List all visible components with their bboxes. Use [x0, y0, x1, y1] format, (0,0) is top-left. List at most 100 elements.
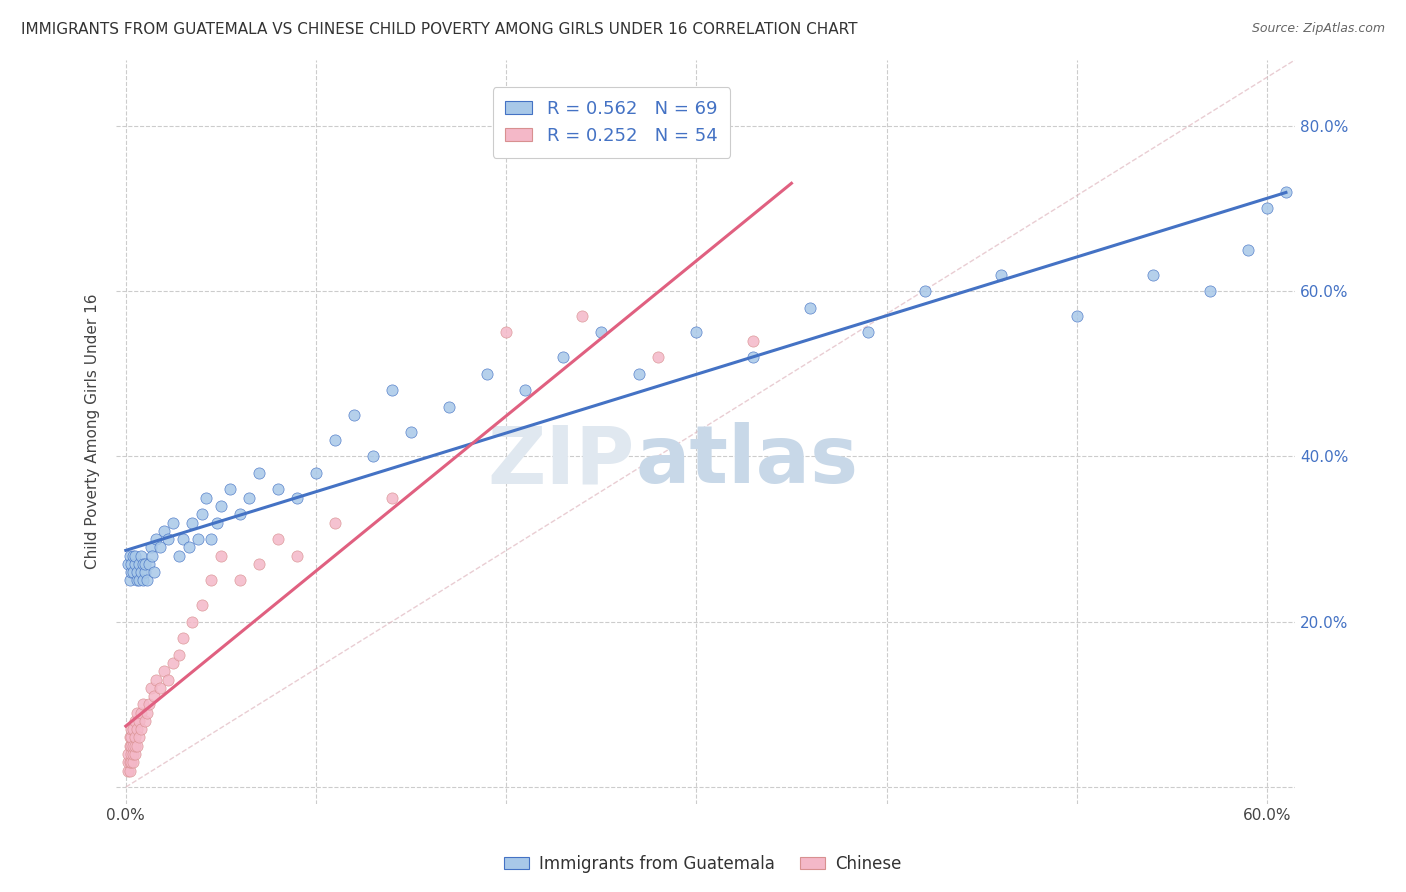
- Point: [172, 532, 194, 546]
- Point: [475, 367, 498, 381]
- Point: [685, 326, 707, 340]
- Point: [1275, 185, 1298, 199]
- Point: [134, 557, 156, 571]
- Point: [515, 384, 537, 398]
- Y-axis label: Child Poverty Among Girls Under 16: Child Poverty Among Girls Under 16: [86, 293, 100, 569]
- Point: [742, 350, 765, 364]
- Point: [117, 747, 139, 761]
- Point: [591, 326, 613, 340]
- Point: [128, 731, 150, 745]
- Point: [121, 557, 143, 571]
- Point: [191, 508, 214, 522]
- Point: [141, 549, 163, 563]
- Point: [1066, 309, 1088, 323]
- Point: [194, 491, 217, 505]
- Point: [128, 714, 150, 728]
- Point: [856, 326, 879, 340]
- Point: [191, 598, 214, 612]
- Point: [381, 384, 404, 398]
- Point: [118, 549, 141, 563]
- Point: [143, 689, 166, 703]
- Point: [139, 541, 162, 555]
- Point: [129, 549, 152, 563]
- Point: [153, 665, 176, 679]
- Point: [647, 350, 669, 364]
- Point: [200, 574, 222, 588]
- Point: [149, 681, 172, 695]
- Point: [138, 557, 160, 571]
- Point: [124, 731, 146, 745]
- Point: [129, 565, 152, 579]
- Point: [914, 284, 936, 298]
- Point: [132, 557, 155, 571]
- Point: [361, 450, 384, 464]
- Point: [437, 400, 460, 414]
- Point: [205, 516, 228, 530]
- Point: [122, 565, 145, 579]
- Point: [122, 739, 145, 753]
- Point: [124, 549, 146, 563]
- Point: [571, 309, 593, 323]
- Point: [118, 756, 141, 770]
- Point: [135, 574, 157, 588]
- Point: [127, 723, 149, 737]
- Point: [990, 268, 1012, 282]
- Point: [209, 499, 232, 513]
- Point: [153, 524, 176, 538]
- Point: [343, 408, 366, 422]
- Point: [238, 491, 260, 505]
- Point: [118, 731, 141, 745]
- Point: [145, 532, 167, 546]
- Point: [121, 565, 143, 579]
- Point: [118, 739, 141, 753]
- Point: [122, 723, 145, 737]
- Point: [128, 574, 150, 588]
- Point: [267, 483, 290, 497]
- Point: [128, 557, 150, 571]
- Point: [135, 706, 157, 720]
- Point: [181, 615, 204, 629]
- Point: [323, 516, 346, 530]
- Point: [118, 764, 141, 778]
- Point: [305, 466, 328, 480]
- Point: [124, 747, 146, 761]
- Point: [229, 574, 252, 588]
- Point: [129, 723, 152, 737]
- Point: [127, 706, 149, 720]
- Point: [172, 632, 194, 646]
- Point: [200, 532, 222, 546]
- Point: [219, 483, 242, 497]
- Point: [181, 516, 204, 530]
- Point: [124, 739, 146, 753]
- Point: [167, 648, 190, 662]
- Legend: R = 0.562   N = 69, R = 0.252   N = 54: R = 0.562 N = 69, R = 0.252 N = 54: [492, 87, 730, 158]
- Point: [117, 557, 139, 571]
- Point: [121, 739, 143, 753]
- Point: [127, 574, 149, 588]
- Point: [124, 557, 146, 571]
- Point: [129, 706, 152, 720]
- Point: [1237, 243, 1260, 257]
- Point: [742, 334, 765, 348]
- Point: [127, 739, 149, 753]
- Point: [117, 764, 139, 778]
- Point: [323, 433, 346, 447]
- Point: [285, 491, 308, 505]
- Point: [1142, 268, 1164, 282]
- Point: [138, 698, 160, 712]
- Text: ZIP: ZIP: [488, 423, 636, 500]
- Point: [381, 491, 404, 505]
- Point: [121, 723, 143, 737]
- Point: [247, 466, 270, 480]
- Point: [162, 656, 184, 670]
- Point: [145, 673, 167, 687]
- Point: [628, 367, 651, 381]
- Point: [132, 574, 155, 588]
- Point: [143, 565, 166, 579]
- Point: [399, 425, 422, 439]
- Point: [1199, 284, 1222, 298]
- Point: [799, 301, 821, 315]
- Point: [121, 731, 143, 745]
- Legend: Immigrants from Guatemala, Chinese: Immigrants from Guatemala, Chinese: [498, 848, 908, 880]
- Point: [139, 681, 162, 695]
